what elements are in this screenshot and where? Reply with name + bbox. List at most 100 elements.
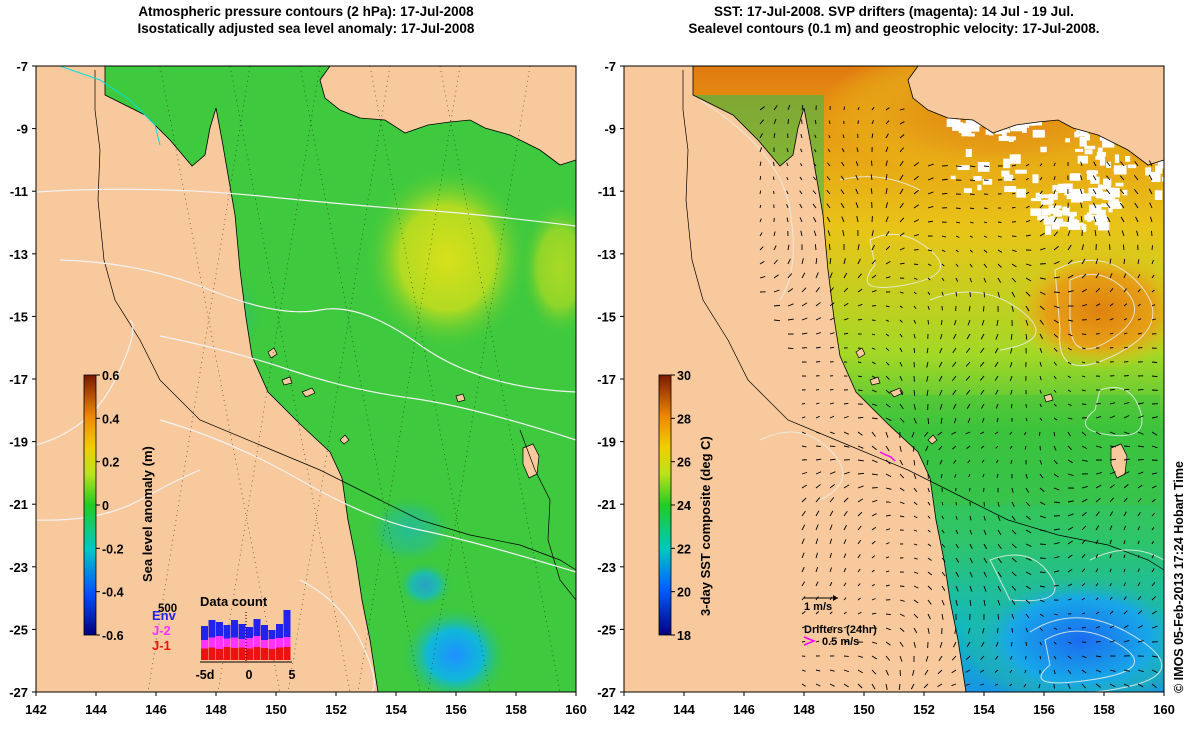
velocity-vector [911, 431, 915, 438]
velocity-vector [871, 655, 877, 660]
velocity-vector [773, 304, 780, 307]
cloud-patch [1042, 209, 1048, 213]
velocity-vector [899, 333, 903, 338]
velocity-vector [801, 287, 807, 293]
velocity-vector [1151, 259, 1154, 265]
velocity-vector [982, 473, 985, 478]
velocity-vector [926, 375, 929, 382]
left-lon-label: 146 [145, 702, 167, 717]
cloud-patch [1080, 193, 1092, 202]
velocity-vector [1148, 188, 1153, 195]
velocity-vector [857, 431, 863, 436]
velocity-vector [969, 179, 976, 181]
velocity-vector [1151, 683, 1157, 689]
velocity-vector [980, 655, 985, 660]
velocity-vector [829, 415, 835, 419]
velocity-vector [842, 230, 845, 237]
velocity-vector [1137, 540, 1140, 545]
velocity-vector [857, 597, 861, 601]
velocity-vector [815, 669, 821, 672]
velocity-vector [1137, 471, 1144, 475]
velocity-vector [885, 669, 889, 676]
velocity-vector [899, 473, 905, 479]
velocity-vector [885, 584, 890, 587]
velocity-vector [801, 524, 806, 531]
velocity-vector [1151, 554, 1155, 559]
velocity-vector [801, 552, 805, 559]
velocity-vector [1081, 512, 1087, 517]
velocity-vector [969, 487, 971, 492]
cloud-patch [998, 136, 1009, 142]
cloud-patch [1075, 148, 1084, 152]
sst-colorbar: 30 28 26 24 22 20 18 [658, 369, 691, 643]
velocity-vector [952, 641, 957, 648]
velocity-vector [912, 445, 915, 452]
cloud-patch [1094, 215, 1107, 226]
velocity-vector [826, 216, 831, 223]
velocity-vector [857, 361, 862, 364]
velocity-vector [871, 133, 874, 139]
velocity-vector [871, 361, 876, 365]
velocity-vector [969, 221, 974, 224]
velocity-vector [1137, 669, 1144, 673]
velocity-vector [1053, 584, 1059, 587]
velocity-vector [941, 192, 948, 195]
velocity-vector [1123, 669, 1130, 672]
cloud-patch [1074, 131, 1079, 138]
velocity-vector [871, 598, 876, 601]
velocity-vector [1106, 202, 1111, 209]
velocity-vector [1081, 583, 1086, 587]
velocity-vector [857, 472, 865, 475]
velocity-vector [924, 669, 929, 676]
velocity-vector [885, 188, 888, 195]
velocity-vector [829, 611, 833, 615]
velocity-vector [955, 599, 958, 606]
velocity-vector [1095, 597, 1099, 601]
velocity-vector [814, 134, 817, 139]
velocity-vector [1025, 515, 1031, 520]
velocity-vector [1123, 640, 1130, 643]
data-count-max-label: 500 [158, 603, 177, 615]
velocity-vector [1137, 568, 1140, 573]
velocity-vector [1053, 375, 1057, 380]
velocity-vector [871, 259, 876, 265]
velocity-vector [885, 319, 889, 322]
velocity-vector [1150, 230, 1153, 237]
velocity-vector [1095, 683, 1101, 688]
cloud-patch [1053, 192, 1058, 200]
velocity-vector [1081, 683, 1086, 689]
velocity-vector [815, 471, 822, 475]
velocity-vector [1067, 347, 1072, 351]
velocity-vector [843, 611, 847, 615]
velocity-vector [1039, 247, 1046, 251]
velocity-vector [857, 416, 864, 419]
velocity-vector [1039, 190, 1043, 195]
velocity-vector [1053, 459, 1058, 465]
velocity-vector [941, 249, 946, 253]
velocity-vector [1038, 683, 1041, 689]
velocity-vector [871, 612, 877, 615]
velocity-vector [759, 190, 762, 195]
velocity-vector [843, 669, 850, 673]
sla-colorbar-tick-label: 0.4 [102, 412, 119, 426]
left-lat-label: -19 [9, 435, 28, 450]
cloud-patch [1066, 223, 1077, 228]
velocity-vector [983, 263, 988, 268]
velocity-vector [800, 230, 803, 237]
velocity-vector [1136, 230, 1139, 237]
velocity-vector [1039, 403, 1042, 408]
velocity-vector [857, 611, 862, 615]
velocity-vector [829, 669, 835, 672]
velocity-vector [965, 431, 971, 435]
velocity-vector [927, 263, 932, 267]
velocity-vector [799, 203, 803, 209]
velocity-vector [980, 347, 985, 354]
sla-low-anomaly-mid [365, 495, 455, 565]
velocity-vector [857, 459, 864, 462]
velocity-vector [786, 203, 789, 209]
velocity-vector [1123, 471, 1130, 475]
velocity-vector [801, 497, 807, 503]
velocity-vector [967, 319, 971, 326]
velocity-vector [913, 487, 918, 493]
velocity-vector [871, 106, 875, 111]
